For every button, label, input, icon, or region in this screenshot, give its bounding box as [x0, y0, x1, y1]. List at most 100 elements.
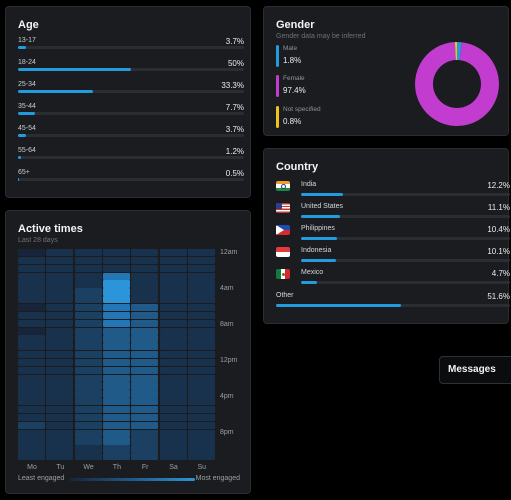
heatmap-cell	[74, 319, 102, 327]
country-pct: 12.2%	[487, 181, 510, 190]
heatmap-cell	[159, 374, 187, 382]
age-label: 55-64	[18, 147, 36, 154]
day-label: Su	[197, 464, 207, 471]
heatmap-column-Sa	[159, 249, 187, 461]
heatmap-cell	[18, 288, 45, 296]
heatmap-cell	[187, 453, 215, 461]
country-other-fill	[276, 304, 401, 307]
heatmap-cell	[159, 437, 187, 445]
country-row-mexico: Mexico 4.7%	[276, 269, 510, 289]
country-row-other: Other 51.6%	[276, 292, 510, 312]
messages-button[interactable]: Messages	[439, 356, 511, 384]
heatmap-cell	[187, 437, 215, 445]
heatmap-cell	[46, 382, 74, 390]
heatmap-cell	[187, 343, 215, 351]
heatmap-cell	[46, 374, 74, 382]
age-track	[18, 90, 244, 93]
heatmap-cell	[159, 366, 187, 375]
legend-most-label: Most engaged	[195, 475, 240, 482]
age-row-18-24: 18-24 50%	[18, 59, 244, 79]
hour-label: 4am	[220, 285, 234, 292]
heatmap-cell	[102, 319, 130, 327]
heatmap-cell	[102, 272, 130, 280]
heatmap-cell	[74, 358, 102, 367]
heatmap-cell	[102, 335, 130, 343]
heatmap-cell	[187, 319, 215, 327]
heatmap-cell	[18, 390, 45, 398]
active-times-heatmap	[18, 249, 215, 461]
heatmap-cell	[46, 351, 74, 359]
heatmap-cell	[46, 272, 74, 280]
heatmap-cell	[131, 366, 159, 375]
country-track	[301, 193, 510, 196]
heatmap-cell	[18, 453, 45, 461]
heatmap-cell	[102, 382, 130, 390]
heatmap-cell	[159, 445, 187, 453]
heatmap-cell	[74, 296, 102, 304]
mexico-flag-icon	[276, 269, 290, 279]
country-fill	[301, 259, 337, 262]
heatmap-cell	[187, 280, 215, 288]
heatmap-cell	[131, 288, 159, 296]
heatmap-cell	[18, 445, 45, 453]
heatmap-cell	[187, 327, 215, 335]
heatmap-cell	[187, 413, 215, 422]
heatmap-cell	[102, 366, 130, 375]
heatmap-cell	[74, 398, 102, 406]
heatmap-cell	[18, 264, 45, 272]
heatmap-cell	[74, 327, 102, 335]
age-fill	[18, 134, 27, 137]
heatmap-cell	[187, 445, 215, 453]
heatmap-cell	[74, 445, 102, 453]
country-pct: 4.7%	[491, 269, 510, 278]
heatmap-cell	[187, 429, 215, 437]
age-label: 45-54	[18, 125, 36, 132]
heatmap-cell	[46, 358, 74, 367]
heatmap-cell	[74, 264, 102, 272]
country-row-indonesia: Indonesia 10.1%	[276, 247, 510, 267]
hour-label: 8am	[220, 321, 234, 328]
heatmap-cell	[46, 303, 74, 312]
heatmap-cell	[102, 390, 130, 398]
heatmap-cell	[187, 351, 215, 359]
age-track	[18, 134, 244, 137]
day-label: Fr	[141, 464, 149, 471]
heatmap-cell	[131, 343, 159, 351]
country-title: Country	[276, 161, 319, 173]
heatmap-cell	[102, 343, 130, 351]
age-track	[18, 178, 244, 181]
country-card: Country India 12.2% United States 11.1% …	[263, 148, 510, 324]
legend-least-label: Least engaged	[18, 475, 65, 482]
day-label: We	[83, 464, 94, 471]
heatmap-cell	[18, 319, 45, 327]
heatmap-cell	[102, 288, 130, 296]
gender-donut-chart	[415, 42, 499, 126]
age-label: 35-44	[18, 103, 36, 110]
country-name: India	[301, 181, 317, 188]
legend-gradient-bar	[69, 478, 195, 481]
age-fill	[18, 46, 27, 49]
age-label: 25-34	[18, 81, 36, 88]
age-pct: 0.5%	[225, 169, 244, 178]
heatmap-cell	[159, 272, 187, 280]
heatmap-column-Th	[102, 249, 130, 461]
gender-pct: 0.8%	[283, 117, 302, 126]
age-label: 65+	[18, 169, 30, 176]
heatmap-cell	[131, 421, 159, 429]
country-other-pct: 51.6%	[487, 292, 510, 301]
day-label: Tu	[56, 464, 65, 471]
age-fill	[18, 178, 20, 181]
heatmap-cell	[46, 437, 74, 445]
heatmap-cell	[131, 303, 159, 312]
heatmap-cell	[18, 351, 45, 359]
country-pct: 10.1%	[487, 247, 510, 256]
heatmap-cell	[74, 351, 102, 359]
heatmap-cell	[159, 351, 187, 359]
age-fill	[18, 90, 94, 93]
hour-label: 12am	[220, 249, 238, 256]
heatmap-cell	[46, 429, 74, 437]
heatmap-cell	[102, 249, 130, 257]
heatmap-cell	[159, 335, 187, 343]
heatmap-cell	[74, 343, 102, 351]
country-pct: 11.1%	[487, 203, 510, 212]
